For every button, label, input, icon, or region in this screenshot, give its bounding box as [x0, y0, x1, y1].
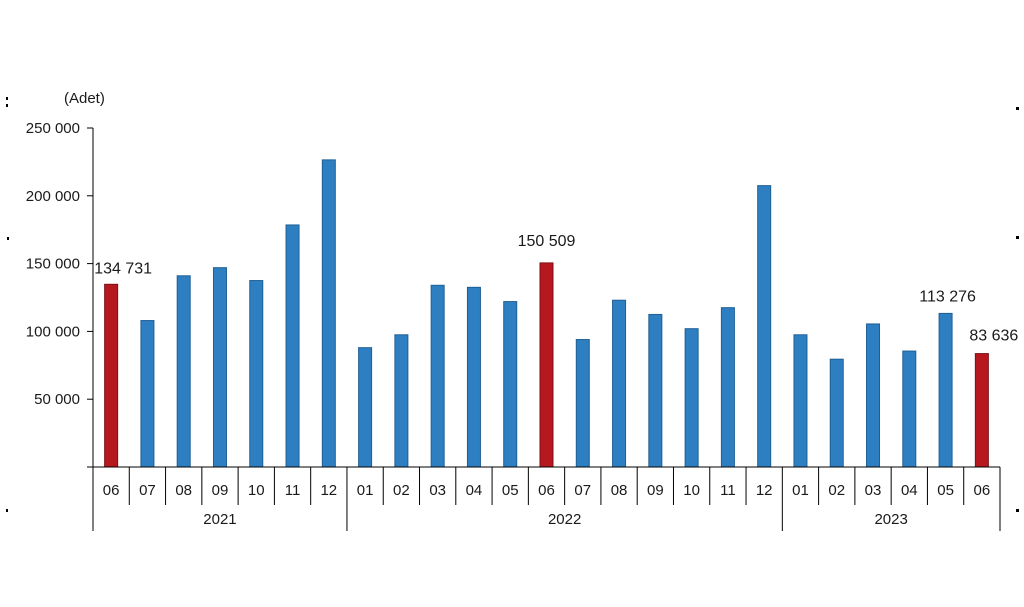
bars [104, 159, 989, 468]
bar-highlight [104, 283, 119, 468]
x-tick-label: 01 [357, 482, 374, 499]
x-tick-label: 07 [139, 482, 156, 499]
bar-highlight [539, 262, 554, 468]
edge-mark [1016, 236, 1019, 239]
bar [212, 267, 227, 468]
bar [612, 299, 627, 468]
y-tick-label: 250 000 [26, 120, 80, 137]
edge-mark [6, 104, 8, 107]
data-label: 83 636 [969, 328, 1018, 345]
x-tick-label: 08 [611, 482, 628, 499]
x-tick-label: 02 [393, 482, 410, 499]
bar [430, 284, 445, 468]
bar [503, 301, 518, 468]
x-tick-label: 09 [212, 482, 229, 499]
y-tick-label: 100 000 [26, 323, 80, 340]
x-tick-label: 11 [285, 482, 301, 499]
x-tick-label: 06 [974, 482, 991, 499]
bar [249, 280, 264, 468]
data-label: 113 276 [919, 288, 976, 305]
x-tick-label: 12 [320, 482, 337, 499]
x-tick-label: 07 [574, 482, 591, 499]
bar [648, 313, 663, 468]
x-tick-label: 05 [937, 482, 954, 499]
bar [575, 339, 590, 468]
year-label: 2022 [548, 511, 581, 528]
y-axis: 50 000 100 000 150 000 200 000 250 000 [26, 120, 94, 468]
bar [466, 286, 481, 468]
x-tick-label: 04 [466, 482, 483, 499]
year-label: 2023 [874, 511, 907, 528]
bar [140, 320, 155, 468]
bar [757, 185, 772, 468]
bar [829, 358, 844, 468]
x-tick-label: 09 [647, 482, 664, 499]
bar [720, 307, 735, 468]
year-label: 2021 [203, 511, 236, 528]
bar [684, 328, 699, 468]
bar [938, 312, 953, 468]
y-tick-label: 50 000 [34, 391, 80, 408]
x-tick-label: 01 [792, 482, 809, 499]
edge-mark [7, 237, 9, 240]
x-tick-label: 08 [175, 482, 192, 499]
y-tick-label: 200 000 [26, 188, 80, 205]
bar [866, 323, 881, 468]
bar [321, 159, 336, 468]
x-tick-label: 03 [865, 482, 882, 499]
edge-marks [6, 97, 1019, 512]
x-tick-label: 10 [683, 482, 700, 499]
bar [176, 275, 191, 468]
x-tick-label: 05 [502, 482, 519, 499]
bar [285, 224, 300, 468]
x-tick-label: 12 [756, 482, 773, 499]
bar [394, 334, 409, 468]
x-axis: 06 07 08 09 10 11 12 01 02 03 04 05 06 07 08 09 10 11 12 01… [92, 466, 1001, 531]
data-label: 134 731 [94, 260, 152, 277]
data-label: 150 509 [518, 233, 576, 250]
bar [358, 347, 373, 468]
x-tick-label: 11 [720, 482, 736, 499]
x-tick-label: 10 [248, 482, 265, 499]
data-labels: 134 731 150 509 113 276 83 636 [94, 233, 1018, 345]
edge-mark [6, 97, 8, 100]
y-tick-label: 150 000 [26, 256, 80, 273]
x-tick-label: 06 [103, 482, 120, 499]
bar [793, 334, 808, 468]
edge-mark [1016, 509, 1019, 512]
edge-mark [6, 509, 8, 512]
x-tick-label: 06 [538, 482, 555, 499]
bar [902, 350, 917, 468]
unit-label: (Adet) [64, 90, 105, 107]
x-tick-label: 03 [429, 482, 446, 499]
x-tick-label: 02 [828, 482, 845, 499]
x-tick-label: 04 [901, 482, 918, 499]
bar-highlight [974, 353, 989, 468]
edge-mark [1016, 107, 1019, 110]
